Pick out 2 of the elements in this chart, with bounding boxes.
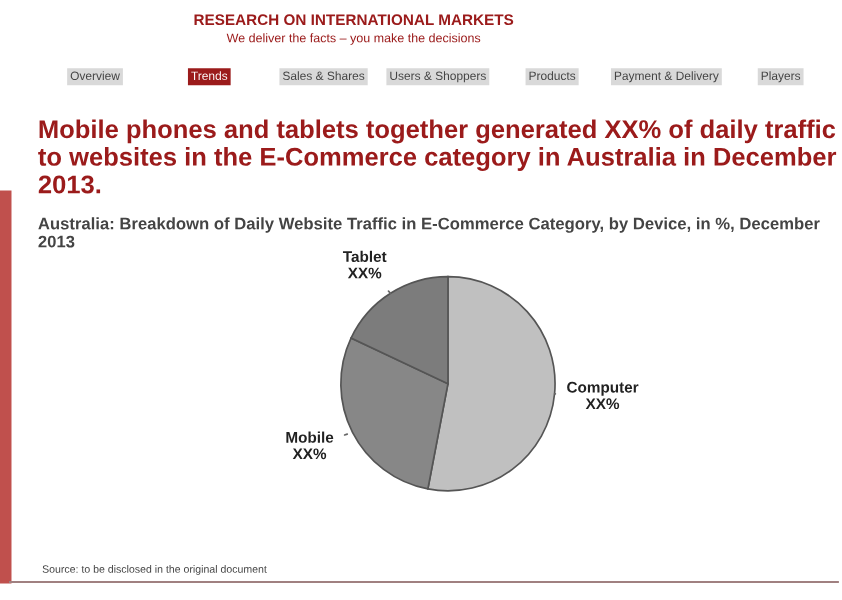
chart-title: Mobile phones and tablets together generated XX% of daily traffic to websites in the E-Commerce category in Australia in December 2013. xyxy=(38,119,837,194)
chart-subtitle: Australia: Breakdown of Daily Website Traffic in E-Commerce Category, by Device, in %, December 2013 xyxy=(38,217,820,248)
